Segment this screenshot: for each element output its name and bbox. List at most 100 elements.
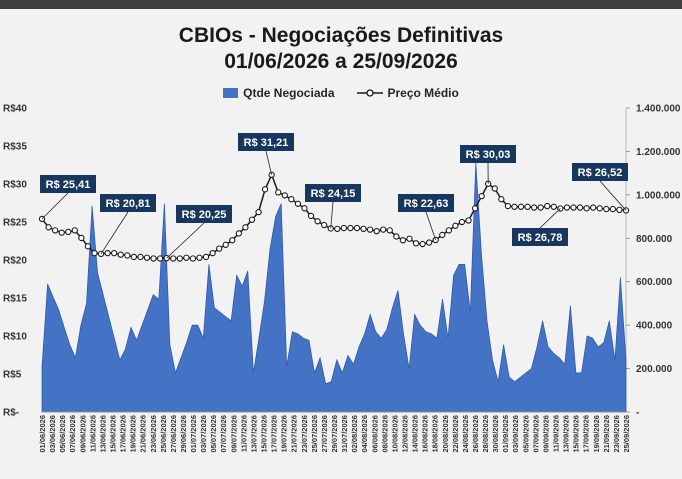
price-point (117, 251, 124, 258)
price-point (393, 233, 400, 240)
callout-leader (330, 201, 334, 229)
callout-leader (100, 211, 129, 255)
price-point (314, 218, 321, 225)
price-point (478, 193, 485, 200)
x-tick-label: 09/09/2026 (541, 415, 550, 453)
price-point (248, 216, 256, 223)
x-tick-label: 21/07/2026 (290, 415, 299, 453)
x-tick-label: 17/06/2026 (119, 415, 128, 453)
price-point (51, 227, 59, 234)
price-point (530, 204, 538, 211)
price-point (445, 227, 452, 234)
x-tick-label: 13/06/2026 (98, 415, 107, 453)
price-point (143, 254, 151, 261)
price-point (491, 185, 498, 192)
price-point (576, 204, 584, 211)
x-tick-label: 28/08/2026 (481, 415, 490, 453)
price-point (261, 186, 269, 193)
x-tick-label: 25/06/2026 (159, 415, 168, 453)
price-point (504, 202, 512, 210)
price-point (366, 226, 374, 233)
x-tick-label: 09/07/2026 (229, 415, 238, 453)
x-tick-label: 29/07/2026 (330, 415, 339, 453)
price-point (170, 255, 177, 262)
price-point (242, 224, 249, 231)
x-tick-label: 13/07/2026 (249, 415, 258, 453)
price-point (216, 245, 223, 252)
price-point (58, 229, 65, 236)
x-tick-label: 03/07/2026 (199, 415, 208, 453)
x-tick-label: 07/09/2026 (531, 415, 540, 453)
price-point (45, 224, 52, 231)
callout-box (572, 163, 628, 181)
x-tick-label: 19/06/2026 (129, 415, 138, 453)
y-left-tick-label: R$10 (3, 332, 27, 343)
price-point (150, 255, 157, 262)
volume-area (41, 162, 627, 413)
price-point (583, 205, 590, 212)
price-point (439, 231, 446, 239)
y-right-tick-label: 1.400.000 (636, 104, 681, 115)
price-point (307, 212, 315, 220)
y-right-tick-label: - (636, 408, 639, 419)
price-point (458, 218, 466, 226)
price-point (176, 255, 183, 262)
y-left-tick-label: R$40 (3, 104, 27, 115)
callout-box (512, 228, 568, 246)
y-left-tick-label: R$35 (3, 142, 27, 153)
x-tick-label: 06/08/2026 (370, 415, 379, 453)
x-tick-label: 07/06/2026 (68, 415, 77, 453)
y-left-tick-label: R$5 (3, 370, 22, 381)
y-left-tick-label: R$15 (3, 294, 27, 305)
x-tick-label: 17/07/2026 (270, 415, 279, 453)
y-left-tick-label: R$25 (3, 218, 27, 229)
x-tick-label: 19/09/2026 (592, 415, 601, 453)
x-tick-label: 20/08/2026 (441, 415, 450, 453)
x-tick-label: 05/09/2026 (521, 415, 530, 453)
y-right-tick-label: 1.000.000 (636, 190, 681, 201)
y-right-tick-label: 400.000 (636, 321, 673, 332)
x-tick-label: 21/09/2026 (602, 415, 611, 453)
x-tick-label: 29/06/2026 (179, 415, 188, 453)
x-tick-label: 11/09/2026 (552, 415, 561, 452)
price-point (275, 189, 282, 196)
callout-label: R$ 30,03 (466, 149, 511, 161)
x-tick-label: 13/09/2026 (562, 415, 571, 453)
x-tick-label: 23/07/2026 (300, 415, 309, 453)
price-point (281, 192, 288, 199)
y-right-tick-label: 800.000 (636, 234, 673, 245)
x-tick-label: 31/07/2026 (340, 415, 349, 453)
price-point (353, 224, 361, 232)
x-tick-label: 30/08/2026 (491, 415, 500, 453)
price-point (124, 252, 131, 259)
x-tick-label: 17/09/2026 (582, 415, 591, 453)
callout-label: R$ 26,78 (518, 232, 563, 244)
x-tick-label: 03/06/2026 (48, 415, 57, 453)
price-point (235, 230, 243, 237)
callout-leader (425, 211, 437, 241)
x-tick-label: 15/07/2026 (260, 415, 269, 453)
price-point (399, 237, 407, 244)
callout-box (460, 145, 516, 163)
x-tick-label: 23/06/2026 (149, 415, 158, 453)
callout-box (238, 133, 294, 151)
callout-label: R$ 20,25 (182, 209, 227, 221)
callout-label: R$ 26,52 (578, 167, 623, 179)
callout-leader (539, 208, 561, 229)
price-point (229, 237, 236, 244)
price-point (189, 255, 197, 262)
price-point (137, 253, 144, 261)
x-tick-label: 12/08/2026 (400, 415, 409, 453)
y-left-tick-label: R$30 (3, 180, 27, 191)
price-point (130, 253, 138, 261)
price-point (84, 243, 92, 250)
legend: Qtde Negociada Preço Médio (0, 86, 682, 100)
price-point (616, 206, 623, 213)
price-point (196, 254, 203, 261)
price-point (511, 203, 518, 210)
price-point (78, 234, 85, 242)
callout-box (305, 184, 361, 202)
price-point (156, 255, 164, 262)
